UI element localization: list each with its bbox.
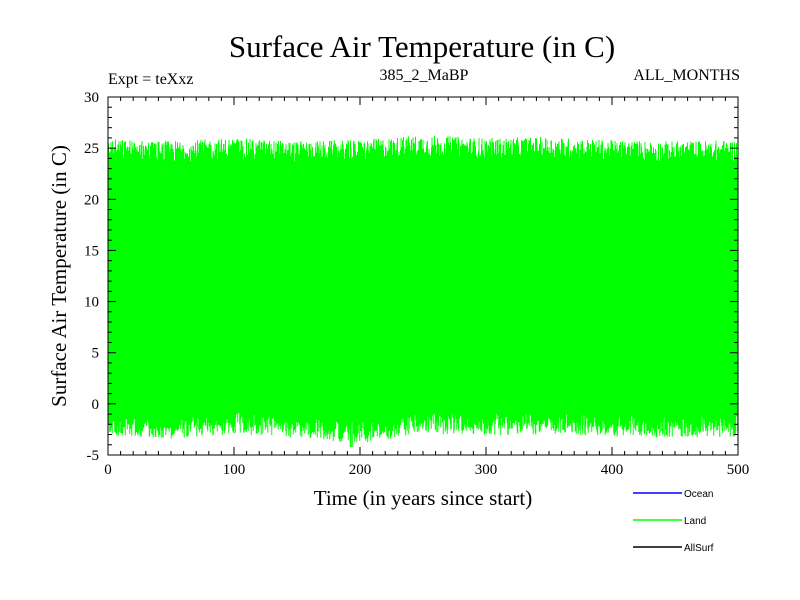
y-tick-label: 0: [92, 397, 100, 413]
x-tick-label: 300: [475, 462, 498, 478]
y-tick-label: 5: [92, 346, 100, 362]
y-tick-label: 25: [84, 141, 99, 157]
x-tick-label: 500: [727, 462, 750, 478]
x-tick-label: 200: [349, 462, 372, 478]
x-tick-label: 100: [223, 462, 246, 478]
legend-label-allsurf: AllSurf: [684, 543, 714, 554]
y-tick-label: 15: [84, 243, 99, 259]
y-tick-label: 20: [84, 192, 99, 208]
legend-label-land: Land: [684, 516, 706, 527]
months-label: ALL_MONTHS: [633, 67, 740, 84]
series-land: [108, 135, 738, 447]
y-tick-label: -5: [87, 448, 100, 464]
plot-area: [108, 135, 738, 447]
x-tick-label: 0: [104, 462, 112, 478]
expt-label: Expt = teXxz: [108, 71, 193, 88]
y-axis-label: Surface Air Temperature (in C): [47, 145, 71, 407]
x-tick-label: 400: [601, 462, 624, 478]
legend-label-ocean: Ocean: [684, 489, 713, 500]
y-tick-label: 10: [84, 295, 99, 311]
y-tick-label: 30: [84, 90, 99, 106]
chart-title: Surface Air Temperature (in C): [229, 29, 615, 64]
run-label: 385_2_MaBP: [380, 67, 469, 84]
legend: Ocean Land AllSurf: [633, 489, 714, 554]
x-axis-label: Time (in years since start): [314, 486, 533, 510]
